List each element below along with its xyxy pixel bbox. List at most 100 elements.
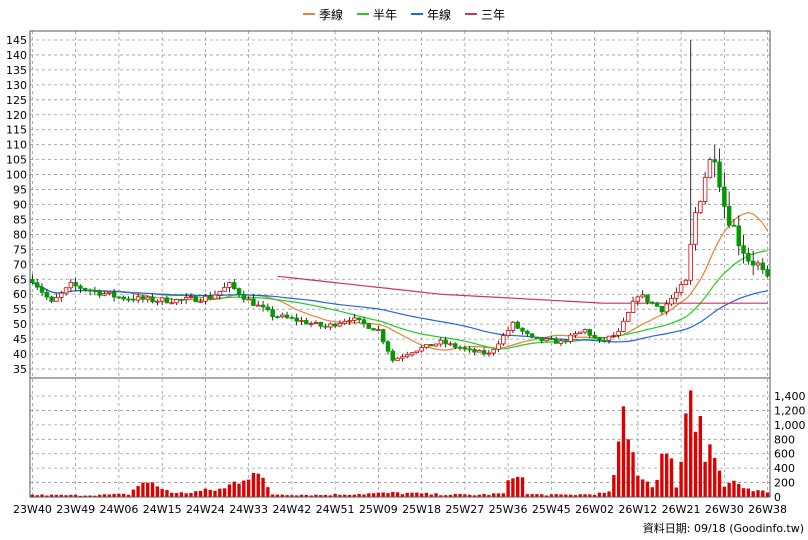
price-tick-label: 65 [13,273,27,286]
volume-bar [602,492,606,497]
candle-body [174,299,179,304]
volume-bar [665,453,669,497]
volume-bar [189,493,193,497]
candle-body [577,331,583,334]
volume-bar [530,494,534,497]
price-tick-label: 80 [13,228,27,241]
volume-bar [756,490,760,497]
volume-bar [150,482,155,497]
volume-tick-label: 1,200 [774,404,806,417]
volume-bar [357,493,361,497]
volume-panel-frame [29,377,771,498]
volume-bar [669,458,674,497]
volume-bar [506,480,510,497]
candle-body [361,319,367,325]
candle-body [294,317,299,322]
volume-bar [693,431,698,497]
volume-bar [467,494,472,497]
volume-bar [655,479,659,497]
candle-body [140,296,146,300]
candle-body [102,293,107,296]
candle-body [678,284,684,293]
candle-body [702,177,708,202]
x-tick-label: 25W45 [532,503,571,516]
volume-bar [227,484,232,497]
candle-body [621,320,626,332]
candle-body [573,333,578,336]
candle-body [472,349,477,353]
volume-bar [424,492,429,497]
volume-bar [194,491,198,497]
volume-bar [640,479,645,497]
candle-body [400,356,405,359]
volume-bar [564,494,568,497]
candle-body [328,323,333,328]
candle-body [111,291,117,298]
candle-body [30,278,35,284]
candle-body [726,205,732,226]
volume-bar [45,495,49,497]
volume-bar [448,494,453,497]
candle-body [467,348,472,351]
volume-bar [179,492,184,497]
volume-bar [146,482,150,497]
volume-bar [727,482,731,497]
volume-bar [631,452,635,497]
volume-bar [155,486,160,497]
candle-body [73,282,78,287]
volume-bar [323,494,328,497]
volume-bar [463,494,467,497]
candle-body [688,243,693,281]
candle-body [525,330,530,335]
volume-bar [328,495,333,497]
volume-bar [198,490,203,497]
volume-bar [511,478,515,497]
volume-bar [765,492,770,497]
x-tick-label: 23W49 [56,503,95,516]
volume-bar [588,494,592,497]
candlesticks [30,39,770,363]
volume-bar [443,495,448,497]
candle-body [299,320,304,322]
candle-body [674,291,679,299]
candle-body [231,282,237,289]
candle-body [544,338,549,341]
candle-body [308,323,314,325]
candle-body [626,312,631,322]
volume-bar [256,473,260,497]
legend-swatch-year [411,13,423,15]
volume-bar [525,494,530,497]
volume-bar [266,487,270,497]
volume-bar [544,495,549,497]
volume-bar [559,494,563,497]
candle-body [746,252,751,262]
volume-bar [112,493,116,497]
candle-body [280,314,285,318]
candle-body [553,338,559,344]
price-tick-label: 110 [6,139,27,152]
x-tick-label: 26W12 [618,503,657,516]
candle-body [510,321,516,331]
volume-bar [660,453,664,497]
volume-bar [535,494,539,497]
volume-bar [453,493,457,497]
volume-bar [477,494,481,497]
volume-bar [684,413,688,497]
candle-body [760,262,766,270]
volume-bar [496,493,501,497]
candle-body [750,260,756,266]
candle-body [433,343,439,347]
ma-three-year-line [277,275,768,304]
candle-body [87,289,93,292]
candle-body [505,330,511,336]
candle-body [597,337,602,341]
candle-body [438,339,444,345]
candle-body [323,325,328,328]
volume-bar [78,495,83,497]
volume-bar [165,490,169,497]
legend-swatch-quarter [302,13,315,15]
candle-body [275,316,280,318]
price-tick-label: 100 [6,169,27,182]
candle-body [126,298,131,301]
volume-bar [136,485,140,497]
